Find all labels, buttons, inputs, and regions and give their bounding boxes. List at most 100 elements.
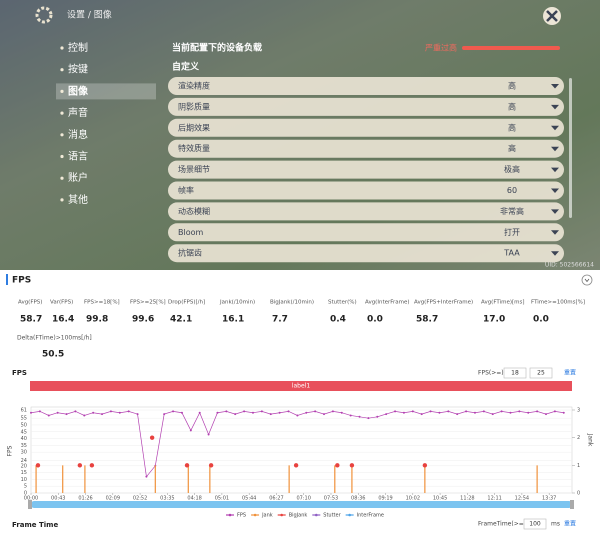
setting-label: 渲染精度: [178, 81, 210, 91]
fps-point: [438, 411, 441, 414]
setting-row[interactable]: 抗锯齿 TAA: [168, 244, 564, 263]
menu-item[interactable]: 消息: [68, 128, 88, 141]
menu-item[interactable]: 账户: [68, 171, 88, 184]
setting-row[interactable]: 后期效果 高: [168, 118, 564, 137]
menu-item[interactable]: 按键: [68, 63, 88, 76]
y-tick-label: 61: [21, 408, 27, 414]
setting-row[interactable]: 特效质量 高: [168, 139, 564, 158]
menu-item[interactable]: 其他: [68, 193, 88, 206]
y-tick-label: 55: [21, 416, 27, 422]
menu-item[interactable]: 控制: [68, 41, 88, 54]
report-background: [0, 270, 600, 532]
menu-bullet: [60, 46, 64, 50]
fps-point: [536, 410, 539, 413]
setting-row[interactable]: 场景细节 极高: [168, 160, 564, 179]
setting-background: [168, 181, 564, 200]
range-slider[interactable]: [28, 500, 574, 509]
x-tick-label: 07:10: [297, 496, 311, 502]
setting-value: 高: [508, 101, 516, 111]
setting-row[interactable]: 动态模糊 非常高: [168, 202, 564, 221]
menu-item[interactable]: 图像: [68, 84, 89, 97]
fps-point: [234, 413, 237, 416]
x-tick-label: 09:19: [378, 496, 392, 502]
fps-point: [411, 410, 414, 413]
chart-title: FPS: [12, 369, 27, 377]
menu-bullet: [60, 68, 64, 72]
menu-item[interactable]: 声音: [68, 106, 88, 119]
preset-label: 自定义: [172, 61, 200, 73]
menu-bullet: [60, 133, 64, 137]
frame-time-input[interactable]: 100: [523, 518, 547, 530]
label-band-text: label1: [292, 383, 311, 390]
menu-highlight: [56, 83, 156, 100]
setting-background: [168, 118, 564, 137]
legend-item[interactable]: FPS: [226, 513, 246, 519]
fps-point: [544, 413, 547, 416]
setting-background: [168, 202, 564, 221]
y-axis-label: FPS: [7, 445, 14, 456]
legend-item[interactable]: InterFrame: [345, 513, 384, 519]
stat-label: FPS>=25[%]: [130, 300, 166, 306]
menu-bullet: [60, 198, 64, 202]
y-tick-label: 15: [21, 470, 27, 476]
stat-label: BigJank(/10min): [270, 300, 314, 306]
threshold-input[interactable]: 25: [529, 367, 553, 379]
close-button[interactable]: [543, 7, 561, 25]
setting-label: 后期效果: [178, 122, 210, 132]
setting-row[interactable]: 渲染精度 高: [168, 77, 564, 95]
bigjank-marker: [35, 463, 41, 468]
stat-value: 16.1: [222, 315, 244, 325]
x-tick-label: 06:27: [269, 496, 283, 502]
x-tick-label: 00:43: [51, 496, 65, 502]
fps-point: [482, 410, 485, 413]
setting-label: 场景细节: [178, 164, 210, 174]
setting-row[interactable]: Bloom 打开: [168, 223, 564, 242]
bigjank-marker: [293, 463, 299, 468]
menu-item[interactable]: 语言: [68, 150, 88, 163]
scrollbar[interactable]: [569, 78, 572, 218]
fps-point: [56, 411, 59, 414]
legend-label: InterFrame: [357, 513, 384, 519]
fps-point: [65, 413, 68, 416]
y2-tick-label: 0: [577, 491, 580, 497]
stat-value: 0.4: [330, 315, 346, 325]
threshold-input[interactable]: 18: [503, 367, 527, 379]
x-tick-label: 10:45: [433, 496, 447, 502]
menu-bullet: [60, 154, 64, 159]
reset-button[interactable]: 重置: [564, 520, 576, 528]
menu-bullet: [60, 89, 64, 93]
section-marker: [6, 274, 8, 285]
fps-threshold-label: FPS(>=): [478, 370, 504, 377]
fps-point: [109, 410, 112, 413]
fps-point: [136, 413, 139, 416]
y-tick-label: 30: [21, 450, 27, 456]
stat-value: 0.0: [533, 315, 549, 325]
setting-row[interactable]: 阴影质量 高: [168, 97, 564, 116]
fps-point: [456, 413, 459, 416]
dropdown-arrow: [551, 167, 559, 173]
fps-point: [269, 413, 272, 416]
stat-value: 99.6: [132, 315, 154, 325]
setting-label: 动态模糊: [178, 206, 210, 216]
y-tick-label: 10: [21, 477, 27, 483]
bigjank-marker: [184, 463, 190, 468]
y-tick-label: 5: [24, 484, 27, 490]
fps-point: [216, 411, 219, 414]
fps-point: [260, 410, 263, 413]
fps-point: [287, 410, 290, 413]
x-tick-label: 05:01: [215, 496, 229, 502]
x-tick-label: 02:52: [133, 496, 147, 502]
bigjank-marker: [149, 435, 155, 440]
legend-item[interactable]: Stutter: [312, 513, 342, 519]
fps-point: [385, 413, 388, 416]
legend-item[interactable]: BigJank: [277, 513, 308, 519]
setting-row[interactable]: 帧率 60: [168, 181, 564, 200]
stat-value: 16.4: [52, 315, 74, 325]
x-tick-label: 00:00: [24, 496, 38, 502]
fps-point: [305, 411, 308, 414]
stat-value: 50.5: [42, 350, 64, 360]
reset-button[interactable]: 重置: [564, 369, 576, 377]
y2-axis-label: Jank: [587, 433, 594, 447]
legend-item[interactable]: Jank: [251, 513, 273, 519]
collapse-button[interactable]: [581, 274, 593, 286]
